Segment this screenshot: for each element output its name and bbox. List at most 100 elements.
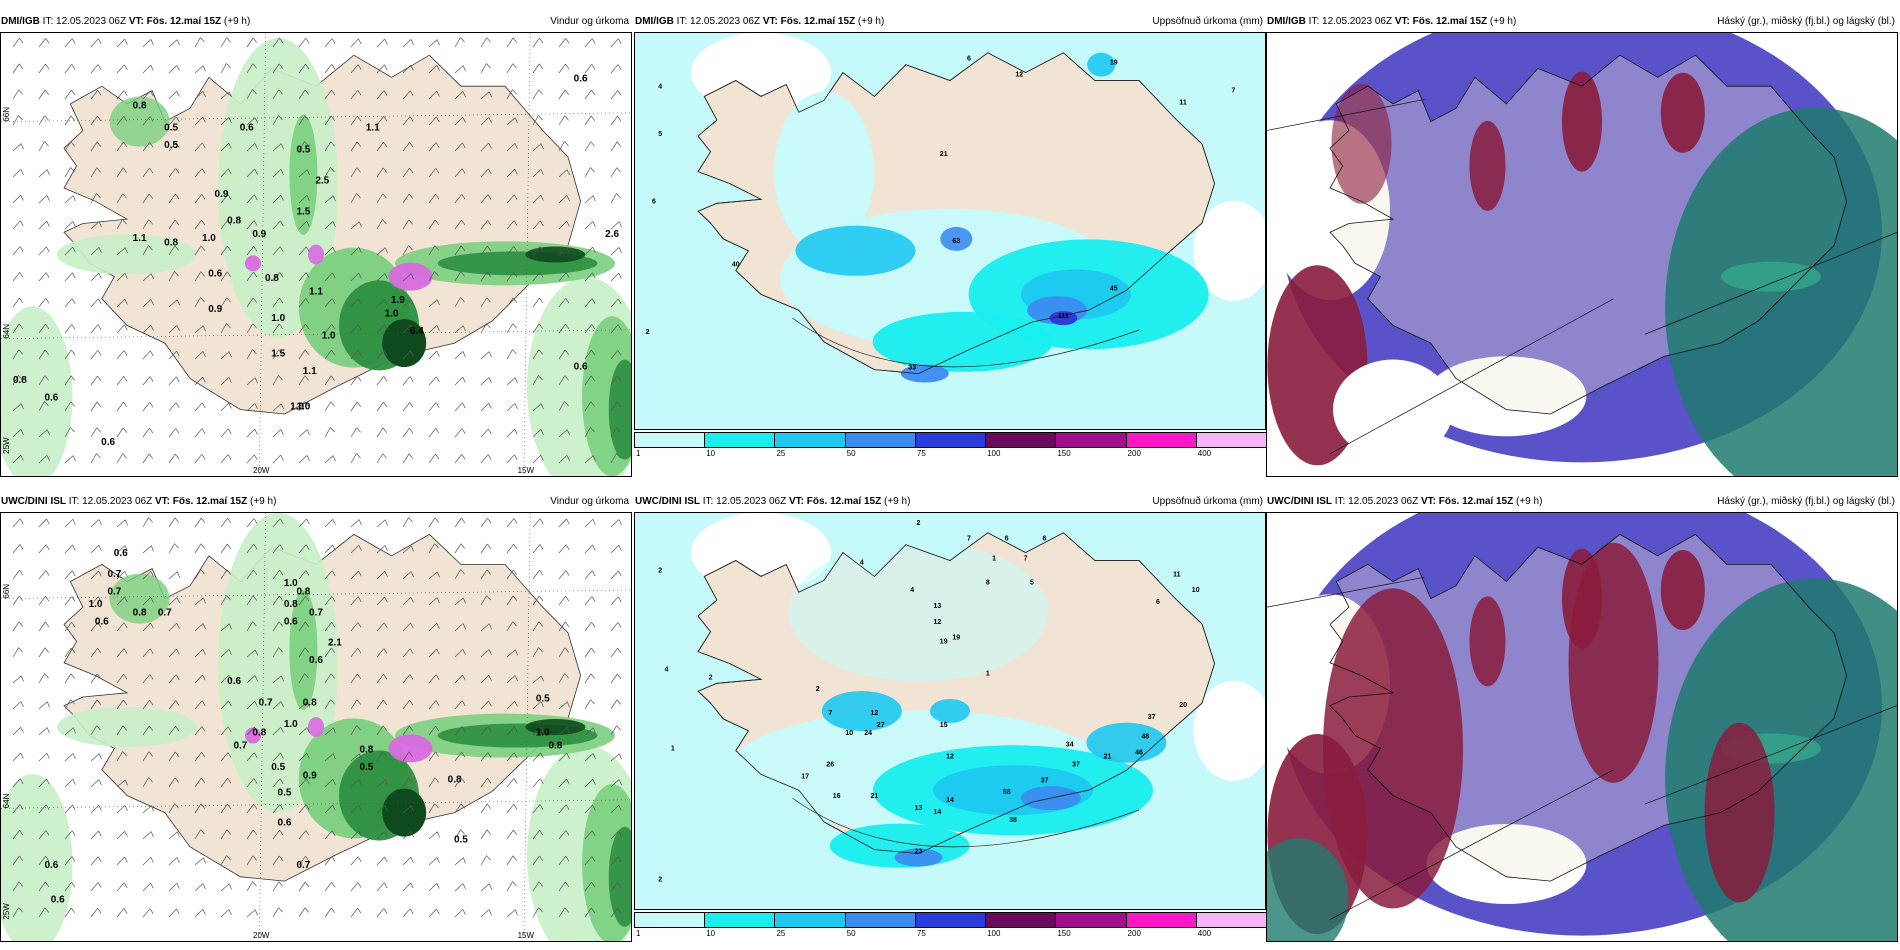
precip-value-label: 0.6 [44, 393, 58, 404]
precip-value-label: 2.1 [328, 638, 342, 649]
heavy-precip-area [245, 255, 261, 272]
clear-sky-area [1333, 359, 1453, 460]
precip-area [382, 319, 427, 368]
precip-total-label: 10 [1192, 587, 1200, 594]
low-cloud-area [1721, 261, 1821, 292]
precip-value-label: 0.7 [158, 608, 172, 619]
colorbar-swatch [1055, 432, 1127, 448]
colorbar-swatch [1125, 912, 1197, 928]
precip-total-label: 11 [1173, 571, 1181, 578]
colorbar-tick: 50 [846, 449, 856, 458]
precip-value-label: 1.0 [89, 599, 103, 610]
precip-total-label: 4 [658, 83, 662, 90]
precip-total-label: 27 [877, 722, 885, 729]
precip-total-label: 37 [1148, 714, 1156, 721]
cloud-map [1266, 32, 1898, 477]
precip-fill [728, 542, 1167, 868]
precip-total-label: 2 [658, 567, 662, 574]
wind-barbs [12, 517, 622, 918]
colorbar-swatch [634, 912, 706, 928]
colorbar-tick: 200 [1127, 449, 1141, 458]
precip-total-label: 7 [828, 710, 832, 717]
precip-area [795, 225, 916, 276]
colorbar-swatch [985, 432, 1057, 448]
colorbar-swatch [985, 912, 1057, 928]
precip-value-label: 1.9 [391, 295, 405, 306]
boundary-line [1644, 232, 1897, 335]
precip-area [774, 91, 874, 252]
precip-total-label: 7 [967, 536, 971, 543]
precip-total-label: 2 [658, 876, 662, 883]
accum-precip-map-svg: 6 12 19 4 11 7 5 21 6 2 40 63 45 111 33 [635, 33, 1265, 429]
precip-value-label: 0.9 [303, 770, 317, 781]
boundary-line [1644, 705, 1897, 805]
precip-value-label: 0.6 [101, 437, 115, 448]
precip-value-label: 1.0 [202, 233, 216, 244]
colorbar-tick: 1 [636, 929, 641, 938]
precip-value-label: 0.6 [574, 74, 588, 85]
precip-total-label: 11 [1179, 99, 1187, 106]
contour-line [792, 797, 1140, 848]
precip-area [900, 364, 949, 383]
lead-time: (+9 h) [884, 496, 911, 507]
precip-total-label: 2 [646, 329, 650, 336]
precip-total-label: 37 [1072, 761, 1080, 768]
precip-value-label: 0.6 [309, 655, 323, 666]
precip-colorbar: 1 10 25 50 75 100 150 200 400 [634, 432, 1267, 462]
precip-value-label: 0.7 [107, 586, 121, 597]
precip-value-label: 0.7 [296, 860, 310, 871]
lon-label: 25W [2, 903, 11, 920]
precip-total-label: 19 [940, 639, 948, 646]
precip-value-label: 1.0 [385, 309, 399, 320]
cloud-map [1266, 512, 1898, 942]
precip-total-label: 21 [871, 793, 879, 800]
precip-value-label: 1.0 [536, 728, 550, 739]
boundary-line [1267, 99, 1425, 131]
heavy-precip-area [308, 244, 324, 265]
lat-label: 64N [2, 793, 11, 808]
precip-value-label: 0.8 [164, 238, 178, 249]
coastline [697, 532, 1216, 855]
precip-area [1049, 311, 1078, 326]
precip-area [1, 773, 73, 941]
precip-area [109, 573, 170, 624]
precip-value-label: 1.5 [296, 207, 310, 218]
colorbar-tick: 25 [776, 929, 786, 938]
heavy-precip-area [308, 717, 324, 737]
precip-value-label: 1.1 [309, 286, 323, 297]
high-cloud-area [1469, 596, 1506, 687]
precip-total-label: 21 [1104, 754, 1112, 761]
colorbar-swatch [634, 432, 706, 448]
precip-total-label: 2 [917, 520, 921, 527]
boundary-line [1329, 769, 1614, 920]
colorbar-tick: 150 [1057, 929, 1071, 938]
panel-title: Vindur og úrkoma [550, 496, 629, 507]
precip-area [1, 306, 73, 476]
colorbar-swatch [704, 432, 776, 448]
precip-value-label: 0.7 [309, 608, 323, 619]
precip-total-label: 37 [1041, 777, 1049, 784]
precip-value-label: 0.5 [164, 122, 178, 133]
wind-barbs [12, 37, 622, 464]
valid-time: VT: Fös. 12.maí 15Z [788, 496, 882, 507]
lat-label: 66N [2, 107, 11, 122]
model-name: DMI/IGB [635, 16, 674, 27]
precip-total-label: 6 [1156, 599, 1160, 606]
precip-value-label: 0.8 [13, 375, 27, 386]
high-cloud-area [1323, 588, 1463, 909]
precip-value-label: 0.8 [296, 586, 310, 597]
init-time: IT: 12.05.2023 06Z [42, 16, 127, 27]
graticule-line [259, 513, 266, 941]
boundary-line [1329, 298, 1614, 455]
precip-value-label: 0.5 [278, 787, 292, 798]
precip-total-label: 6 [1005, 536, 1009, 543]
model-name: UWC/DINI ISL [1, 496, 66, 507]
valid-time: VT: Fös. 12.maí 15Z [1420, 496, 1514, 507]
panel-header: UWC/DINI ISL IT: 12.05.2023 06Z VT: Fös.… [1266, 492, 1898, 512]
colorbar-swatch [1195, 432, 1267, 448]
precip-total-label: 2 [709, 674, 713, 681]
colorbar-tick: 10 [706, 449, 716, 458]
wind-precip-map-svg: 66N 64N 25W 20W 15W 0.8 0.5 0.5 0.6 1.1 0.5 2.5 0.9 0… [1, 33, 631, 476]
lon-label: 20W [253, 931, 270, 940]
